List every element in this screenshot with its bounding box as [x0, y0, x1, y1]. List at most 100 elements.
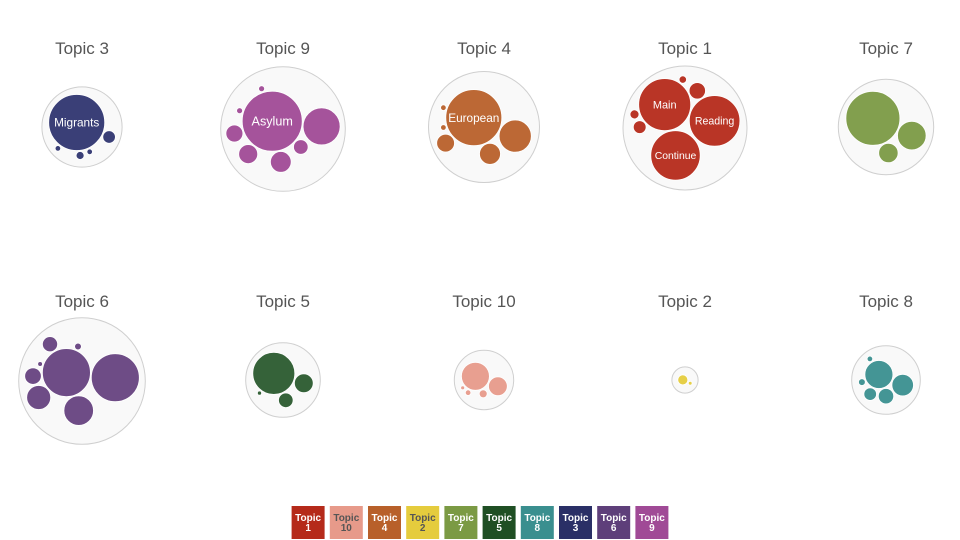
bubble[interactable]	[293, 373, 314, 394]
bubble[interactable]	[460, 385, 466, 391]
legend-number: 9	[649, 523, 655, 534]
bubble-asylum[interactable]	[241, 90, 303, 152]
bubble[interactable]	[440, 104, 447, 111]
bubble[interactable]	[460, 361, 490, 391]
bubble[interactable]	[440, 124, 447, 131]
topic-panel-topic-9: Topic 9 Asylum	[220, 39, 346, 192]
bubble[interactable]	[877, 388, 895, 405]
topic-title: Topic 4	[457, 39, 511, 58]
legend-swatch[interactable]	[444, 506, 478, 539]
legend-swatch[interactable]	[329, 506, 363, 539]
bubble[interactable]	[278, 392, 294, 409]
bubble[interactable]	[225, 124, 244, 143]
topic-title: Topic 2	[658, 292, 712, 311]
topic-panel-topic-3: Topic 3 Migrants	[41, 39, 123, 168]
bubble[interactable]	[478, 389, 488, 399]
bubble[interactable]	[479, 142, 501, 165]
bubble[interactable]	[864, 360, 894, 389]
bubble[interactable]	[54, 145, 62, 152]
legend-swatch[interactable]	[406, 506, 440, 539]
bubble[interactable]	[866, 355, 874, 363]
legend-number: 3	[573, 523, 579, 534]
bubble[interactable]	[42, 348, 91, 398]
bubble-label-main: Main	[653, 100, 677, 112]
bubble[interactable]	[488, 376, 508, 397]
legend-number: 10	[341, 523, 353, 534]
bubble[interactable]	[845, 90, 901, 146]
bubble[interactable]	[629, 109, 640, 120]
legend-swatch[interactable]	[368, 506, 401, 539]
bubble[interactable]	[258, 85, 266, 93]
bubble[interactable]	[63, 395, 94, 426]
bubble-label-migrants: Migrants	[54, 116, 99, 130]
topic-title: Topic 9	[256, 39, 310, 58]
legend-swatch[interactable]	[482, 506, 516, 539]
bubble-label-continue: Continue	[655, 151, 697, 162]
bubble[interactable]	[90, 353, 140, 403]
bubble[interactable]	[74, 342, 82, 351]
bubble[interactable]	[102, 130, 116, 144]
bubble[interactable]	[897, 120, 927, 151]
bubble[interactable]	[632, 120, 647, 134]
bubble[interactable]	[302, 107, 341, 146]
bubble[interactable]	[42, 336, 59, 353]
bubble[interactable]	[677, 374, 689, 386]
legend-number: 6	[611, 523, 617, 534]
bubble[interactable]	[293, 139, 309, 155]
bubble-reading[interactable]	[688, 95, 741, 147]
bubble[interactable]	[238, 144, 259, 165]
bubble[interactable]	[252, 351, 296, 395]
bubble[interactable]	[688, 82, 706, 100]
bubble[interactable]	[498, 119, 532, 153]
bubble-main[interactable]	[638, 78, 692, 131]
legend-label: Topic	[601, 513, 627, 524]
bubble[interactable]	[256, 390, 262, 396]
bubble[interactable]	[236, 107, 244, 115]
legend-swatch[interactable]	[520, 506, 554, 539]
legend-swatch[interactable]	[597, 506, 631, 539]
legend-swatch[interactable]	[559, 506, 592, 539]
bubble[interactable]	[75, 151, 85, 160]
bubble-migrants[interactable]	[48, 94, 106, 151]
bubble[interactable]	[269, 151, 292, 173]
bubble[interactable]	[678, 75, 687, 84]
bubble[interactable]	[891, 373, 914, 397]
bubble-continue[interactable]	[650, 130, 701, 181]
legend: Topic1Topic10Topic4Topic2Topic7Topic5Top…	[291, 506, 669, 539]
topic-title: Topic 7	[859, 39, 913, 58]
bubble[interactable]	[464, 389, 472, 396]
topic-panel-topic-10: Topic 10	[452, 292, 516, 411]
bubble[interactable]	[863, 387, 877, 401]
legend-number: 7	[458, 523, 464, 534]
bubble[interactable]	[436, 133, 455, 153]
topic-panel-topic-1: Topic 1 Main Reading Continue	[622, 39, 748, 191]
bubble[interactable]	[687, 380, 693, 386]
bubble[interactable]	[24, 367, 42, 385]
legend-label: Topic	[486, 513, 512, 524]
legend-label: Topic	[333, 513, 359, 524]
bubble-european[interactable]	[445, 89, 503, 146]
bubble-label-asylum: Asylum	[252, 115, 293, 129]
topic-panel-topic-6: Topic 6	[18, 292, 146, 445]
legend-label: Topic	[639, 513, 665, 524]
legend-swatch[interactable]	[635, 506, 669, 539]
legend-swatch[interactable]	[291, 506, 325, 539]
bubble[interactable]	[37, 361, 43, 367]
bubble[interactable]	[878, 142, 899, 164]
bubble[interactable]	[26, 385, 52, 410]
bubble[interactable]	[858, 378, 866, 386]
bubble[interactable]	[86, 148, 93, 155]
topic-panel-topic-7: Topic 7	[837, 39, 935, 176]
topic-title: Topic 10	[452, 292, 515, 311]
